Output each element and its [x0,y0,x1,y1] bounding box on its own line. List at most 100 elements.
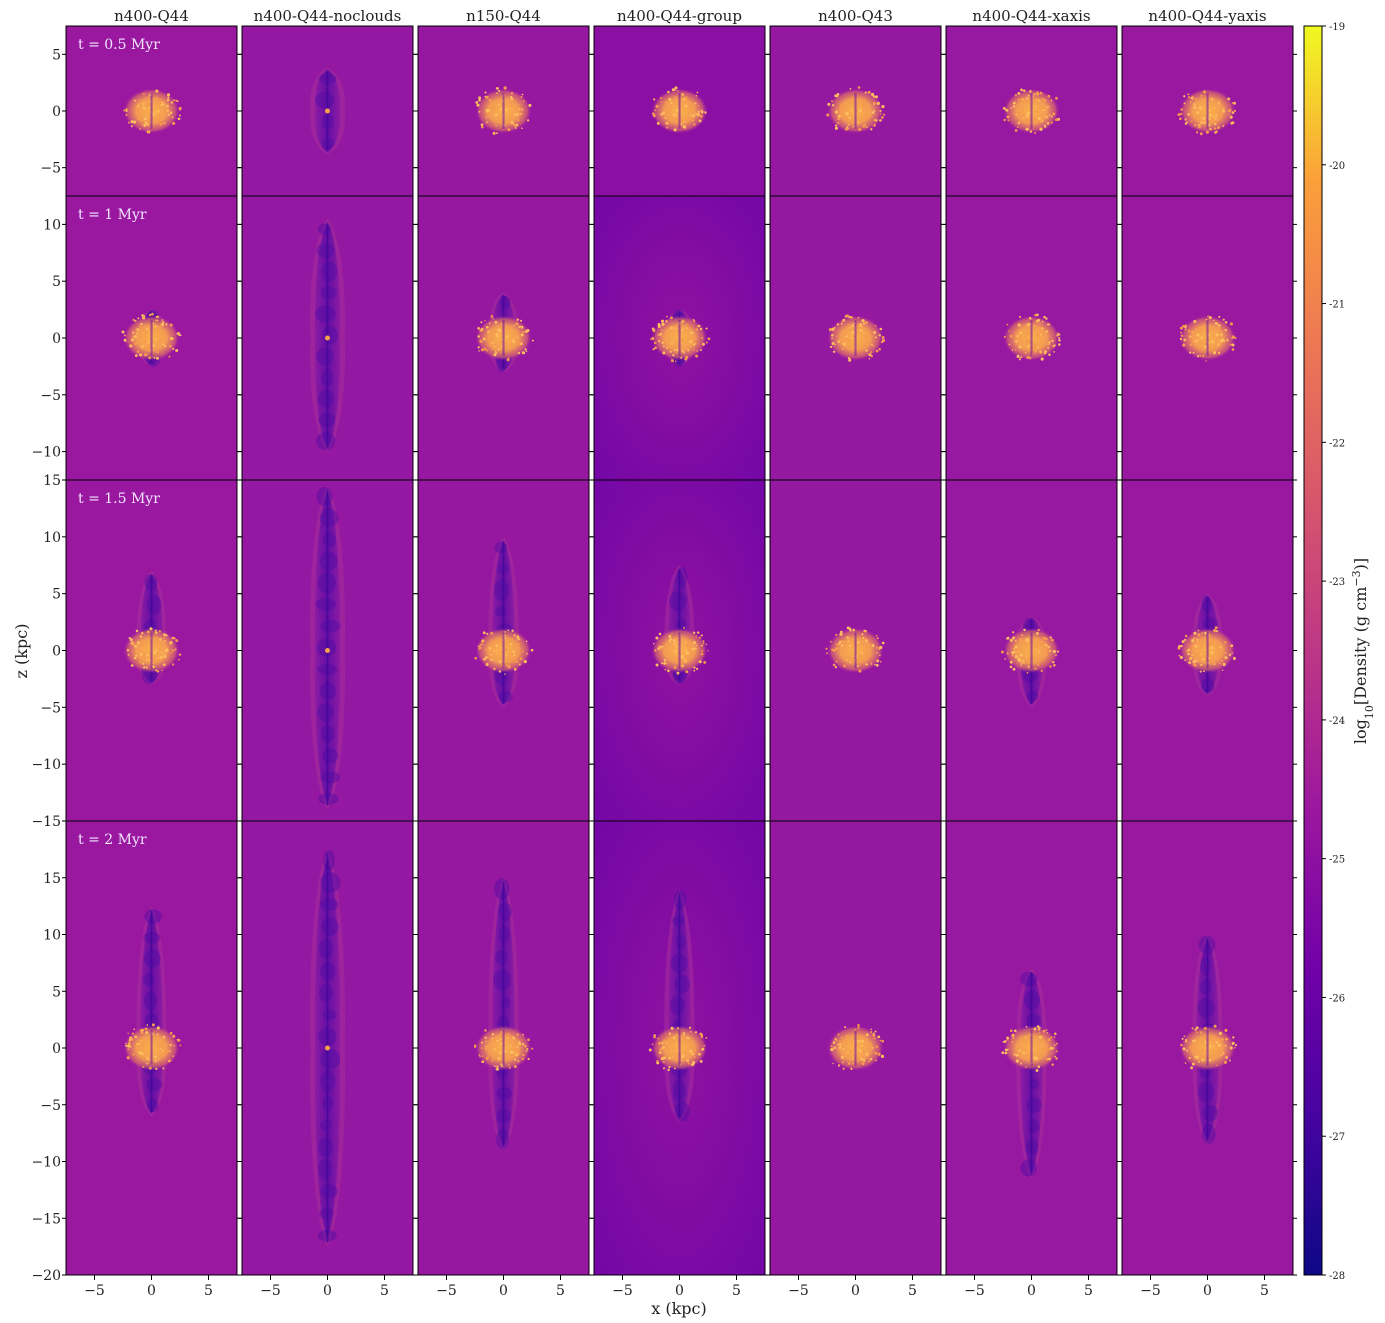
cloud-particle [660,112,664,116]
cloud-particle [837,644,840,646]
outflow-cell [322,748,339,764]
cloud-particle [164,345,167,348]
cloud-particle [135,654,138,657]
cloud-particle [1023,1048,1026,1051]
cloud-particle [840,322,843,325]
cloud-particle [484,1036,487,1039]
cloud-particle [1038,1035,1042,1039]
cloud-particle [684,357,688,361]
cloud-particle [159,122,163,126]
cloud-particle [1192,351,1195,354]
cloud-particle [659,1047,663,1051]
cloud-particle [1038,1032,1041,1035]
cloud-particle [131,338,135,342]
cloud-particle [127,1042,131,1046]
cloud-particle [661,319,664,323]
cloud-particle [1184,328,1187,331]
cloud-particle [701,111,704,114]
cloud-particle [1196,131,1199,134]
cloud-particle [510,97,514,101]
cloud-particle [1045,317,1048,320]
cloud-particle [658,645,662,648]
cloud-particle [155,636,159,640]
cloud-particle [1203,121,1206,124]
cloud-particle [865,126,868,128]
cloud-particle [142,102,145,106]
cloud-particle [658,632,662,636]
cloud-particle [508,1066,511,1069]
cloud-particle [827,102,831,106]
cloud-particle [488,322,491,325]
x-tick-label: −5 [1140,1283,1161,1299]
y-tick-label: −15 [31,814,61,830]
cloud-particle [863,332,865,335]
cloud-particle [494,113,498,117]
cloud-particle [152,665,155,669]
cloud-particle [123,334,126,337]
cloud-particle [154,1060,157,1063]
cloud-particle [143,340,147,344]
cloud-particle [1202,355,1205,358]
cloud-particle [1009,638,1013,642]
column-title: n400-Q44-group [617,7,742,25]
cloud-particle [690,114,693,117]
cloud-particle [871,644,875,648]
y-tick-label: 0 [52,644,61,660]
x-tick-label: 0 [1203,1283,1212,1299]
cloud-particle [658,1051,662,1054]
cloud-particle [152,112,156,116]
cloud-particle [133,120,137,124]
cloud-particle [1050,1036,1053,1039]
cloud-particle [518,638,521,641]
density-panel: t = 1 Myr [65,195,238,481]
cloud-particle [172,347,175,350]
cloud-particle [868,112,871,115]
cloud-particle [497,115,500,118]
cloud-particle [1212,115,1215,118]
cloud-particle [1197,1055,1199,1058]
cloud-particle [1045,330,1049,333]
cloud-particle [1035,1069,1039,1072]
cloud-particle [1048,1057,1051,1061]
cloud-particle [1217,1048,1220,1052]
cloud-particle [136,108,140,112]
cloud-particle [1197,125,1201,129]
outflow-cell [494,878,510,900]
cloud-particle [134,354,138,357]
cloud-particle [1016,354,1020,358]
x-tick-label: −5 [436,1283,457,1299]
cloud-particle [514,330,516,333]
cloud-particle [1027,94,1030,97]
colorbar-tick-label: -20 [1329,161,1345,172]
cloud-particle [1214,321,1218,326]
cloud-particle [161,319,164,321]
cloud-particle [504,673,506,675]
cloud-particle [1215,333,1219,337]
cloud-particle [129,344,133,348]
cloud-particle [491,1032,495,1036]
cloud-particle [1049,665,1052,668]
cloud-particle [661,662,664,665]
cloud-particle [1019,1036,1022,1039]
cloud-particle [1034,350,1037,353]
cloud-particle [485,656,488,659]
cloud-particle [858,655,861,658]
jet-origin [325,335,330,341]
cloud-particle [1034,343,1038,347]
cloud-particle [1181,1037,1184,1040]
cloud-particle [1054,1044,1056,1046]
cloud-particle [837,1033,840,1036]
x-tick-label: −5 [612,1283,633,1299]
cloud-particle [683,658,686,660]
cloud-particle [137,317,140,320]
cloud-particle [509,106,513,109]
cloud-particle [1017,98,1020,101]
cloud-particle [473,1044,477,1047]
cloud-particle [680,1059,683,1061]
cloud-particle [155,319,157,322]
cloud-particle [871,111,875,114]
cloud-particle [520,333,524,337]
cloud-particle [656,1059,659,1063]
outflow-cell [672,915,685,927]
cloud-particle [1023,89,1026,92]
